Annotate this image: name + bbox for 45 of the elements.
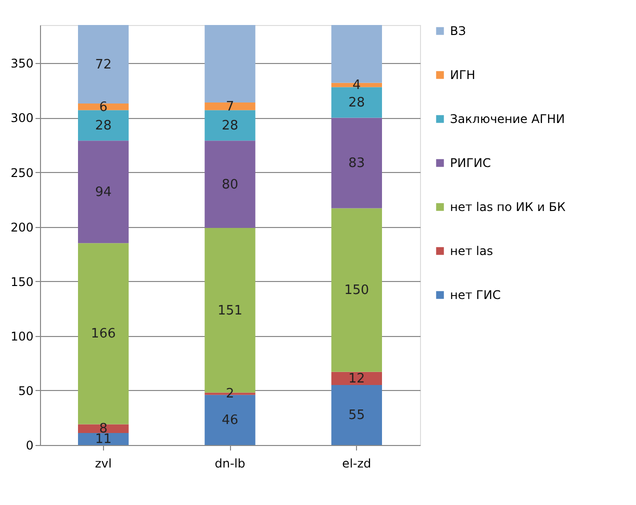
data-label: 28 <box>348 95 365 110</box>
y-tick-label: 250 <box>10 166 34 180</box>
y-tick-label: 350 <box>10 56 34 71</box>
bar <box>204 102 256 110</box>
y-tick-label: 100 <box>10 329 34 344</box>
data-label: 46 <box>222 412 238 428</box>
data-label: 166 <box>90 326 116 342</box>
data-label: 94 <box>95 184 112 200</box>
data-label: 7 <box>226 99 234 114</box>
y-tick-label: 150 <box>10 274 34 289</box>
legend-label: РИГИС <box>450 156 491 170</box>
data-label: 55 <box>348 408 365 423</box>
bar <box>331 372 382 385</box>
data-label: 28 <box>222 118 238 134</box>
data-label: 12 <box>348 371 365 386</box>
x-tick-label: dn-lb <box>214 456 246 470</box>
bar <box>204 110 256 141</box>
data-label: 72 <box>95 57 112 72</box>
data-label: 83 <box>348 156 365 171</box>
y-tick-label: 300 <box>10 111 34 126</box>
bar <box>331 385 382 445</box>
bar <box>78 433 129 445</box>
y-tick-label: 200 <box>10 220 34 234</box>
bar <box>204 25 256 102</box>
data-label: 150 <box>344 283 370 298</box>
bar <box>331 118 382 208</box>
bar <box>204 140 256 228</box>
bar <box>78 110 129 141</box>
y-tick-label: 50 <box>18 384 34 398</box>
bar <box>331 208 382 372</box>
legend-label: нет ГИС <box>450 288 501 302</box>
bar <box>331 87 382 118</box>
bar <box>78 140 129 244</box>
x-tick-label: zvl <box>94 456 112 470</box>
data-label: 28 <box>95 118 112 134</box>
legend-label: Заключение АГНИ <box>450 112 565 126</box>
legend-label: нет las по ИК и БК <box>450 200 566 214</box>
y-tick-label: 0 <box>26 438 34 452</box>
legend-label: ВЗ <box>450 24 466 38</box>
legend-label: ИГН <box>450 68 476 82</box>
data-label: 151 <box>218 303 242 318</box>
bar <box>78 243 129 424</box>
data-label: 80 <box>222 177 238 192</box>
x-tick-label: el-zd <box>342 456 372 470</box>
legend-label: нет las <box>450 244 493 258</box>
